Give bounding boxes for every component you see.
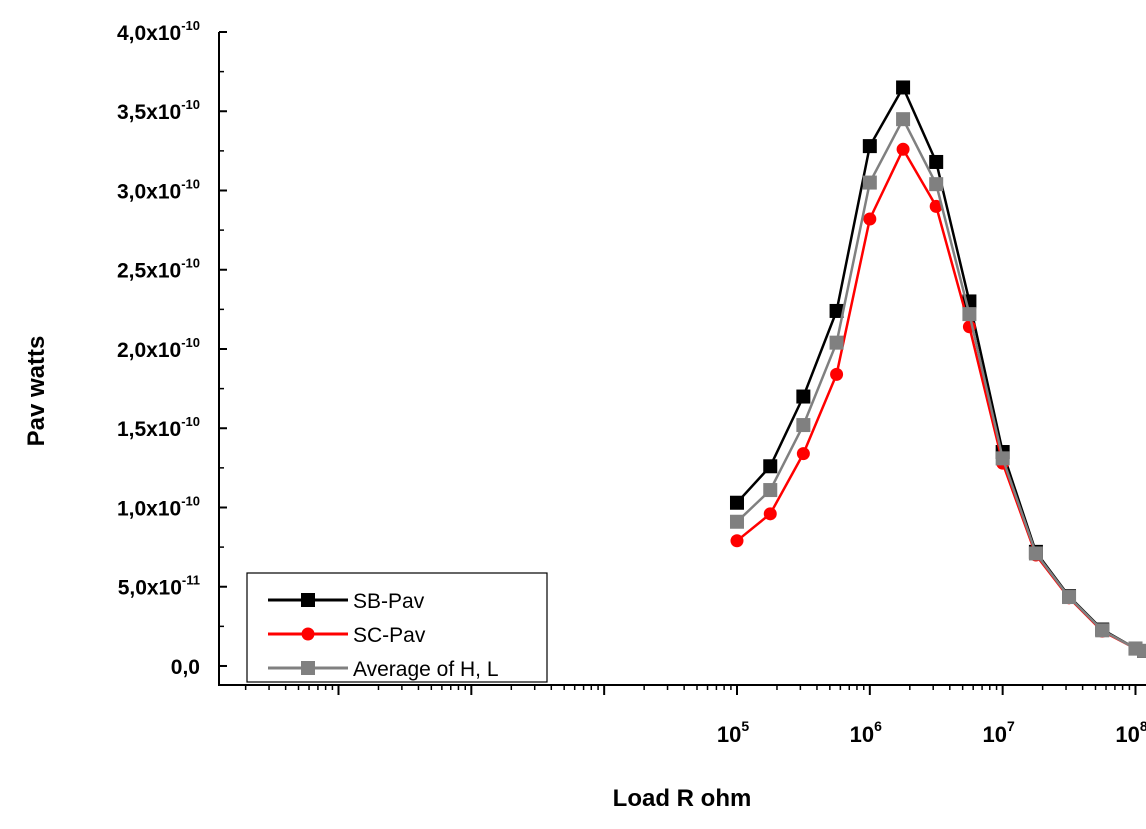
data-point <box>929 199 943 213</box>
x-tick-exponent: 5 <box>741 718 749 734</box>
data-point <box>830 367 844 381</box>
data-point <box>829 303 844 318</box>
data-point <box>896 112 911 127</box>
y-tick-label: 3,5x10-10 <box>117 97 200 124</box>
x-tick-base: 10 <box>717 722 741 747</box>
legend-swatch-marker <box>301 627 315 641</box>
x-tick-base: 10 <box>983 722 1007 747</box>
axes <box>218 32 1146 686</box>
y-tick-label: 5,0x10-11 <box>118 573 200 600</box>
x-axis-title: Load R ohm <box>613 785 752 812</box>
x-tick-exponent: 8 <box>1140 718 1146 734</box>
data-point <box>896 142 910 156</box>
legend-entry: Average of H, L <box>268 658 499 681</box>
x-tick-label: 105 <box>717 718 749 747</box>
data-point <box>1062 590 1077 605</box>
legend-label: SC-Pav <box>353 624 426 647</box>
series-average-of-h-l <box>729 112 1146 658</box>
data-point <box>896 80 911 95</box>
legend-swatch-marker <box>301 593 315 607</box>
data-point <box>729 514 744 529</box>
y-tick-label: 2,5x10-10 <box>117 256 200 283</box>
y-tick-mantissa: 4,0x10 <box>117 22 181 45</box>
y-tick-exponent: -11 <box>182 573 200 588</box>
data-point <box>763 483 778 498</box>
series-line <box>736 86 1145 653</box>
y-ticks: 4,0x10-103,5x10-103,0x10-102,5x10-102,0x… <box>117 18 227 679</box>
y-tick-exponent: -10 <box>181 256 200 271</box>
data-point <box>863 212 877 226</box>
data-point <box>929 177 944 192</box>
y-tick-label: 3,0x10-10 <box>117 176 200 203</box>
data-point <box>796 447 810 461</box>
data-point <box>962 307 977 322</box>
y-tick-label: 1,0x10-10 <box>117 493 200 520</box>
y-tick-label: 0,0 <box>171 656 200 679</box>
series-sc-pav <box>730 142 1146 658</box>
series-line <box>736 117 1145 653</box>
y-tick-mantissa: 1,0x10 <box>117 497 181 520</box>
y-axis-title: Pav watts <box>23 336 50 447</box>
legend-label: Average of H, L <box>353 658 499 681</box>
legend-entry: SC-Pav <box>268 624 426 647</box>
y-tick-label: 2,0x10-10 <box>117 335 200 362</box>
y-tick-mantissa: 3,0x10 <box>117 180 181 203</box>
x-tick-exponent: 6 <box>874 718 882 734</box>
legend-entry: SB-Pav <box>268 590 425 613</box>
data-point <box>929 154 944 169</box>
y-tick-mantissa: 1,5x10 <box>117 418 181 441</box>
y-tick-exponent: -10 <box>181 176 200 191</box>
legend-label: SB-Pav <box>353 590 425 613</box>
x-tick-base: 10 <box>850 722 874 747</box>
y-tick-exponent: -10 <box>181 18 200 33</box>
data-point <box>763 459 778 474</box>
x-tick-base: 10 <box>1115 722 1139 747</box>
data-point <box>763 507 777 521</box>
data-point <box>862 175 877 190</box>
legend-swatch-marker <box>301 661 315 675</box>
y-tick-mantissa: 2,5x10 <box>117 260 181 283</box>
y-tick-mantissa: 5,0x10 <box>118 577 182 600</box>
legend: SB-Pav SC-Pav Average of H, L <box>246 572 548 683</box>
data-point <box>995 451 1010 466</box>
x-tick-label: 108 <box>1115 718 1146 747</box>
x-tick-label: 106 <box>850 718 882 747</box>
x-ticks: 105 106 107 108 <box>244 685 1146 747</box>
data-point <box>729 495 744 510</box>
data-point <box>1137 643 1146 658</box>
series-layer <box>729 80 1146 658</box>
x-tick-label: 107 <box>983 718 1015 747</box>
y-tick-label: 4,0x10-10 <box>117 18 200 45</box>
data-point <box>1028 546 1043 561</box>
y-tick-label: 1,5x10-10 <box>117 414 200 441</box>
y-tick-exponent: -10 <box>181 97 200 112</box>
legend-box <box>246 572 548 683</box>
data-point <box>730 534 744 548</box>
y-tick-exponent: -10 <box>181 493 200 508</box>
data-point <box>796 418 811 433</box>
data-point <box>829 335 844 350</box>
series-sb-pav <box>729 80 1146 658</box>
data-point <box>1095 623 1110 638</box>
y-tick-exponent: -10 <box>181 414 200 429</box>
data-point <box>862 139 877 154</box>
y-tick-mantissa: 2,0x10 <box>117 339 181 362</box>
data-point <box>796 389 811 404</box>
y-tick-mantissa: 3,5x10 <box>117 101 181 124</box>
y-tick-exponent: -10 <box>181 335 200 350</box>
y-tick-mantissa: 0,0 <box>171 656 200 679</box>
x-tick-exponent: 7 <box>1007 718 1015 734</box>
